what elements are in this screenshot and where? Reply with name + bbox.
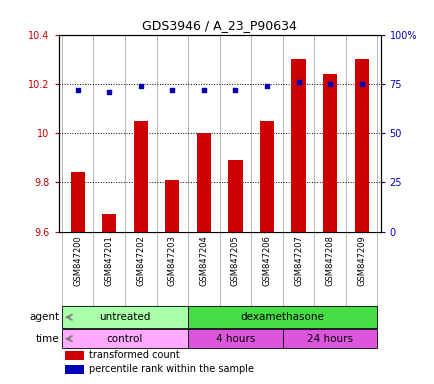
Bar — [65, 351, 84, 360]
Text: transformed count: transformed count — [89, 350, 180, 360]
Text: GSM847204: GSM847204 — [199, 235, 208, 286]
Bar — [70, 172, 85, 232]
Text: 4 hours: 4 hours — [215, 334, 255, 344]
Point — [200, 87, 207, 93]
Title: GDS3946 / A_23_P90634: GDS3946 / A_23_P90634 — [142, 19, 296, 32]
Point — [137, 83, 144, 89]
Point — [231, 87, 238, 93]
Bar — [65, 365, 84, 374]
Point — [168, 87, 175, 93]
Bar — [228, 160, 242, 232]
Text: 24 hours: 24 hours — [306, 334, 352, 344]
Text: GSM847200: GSM847200 — [73, 235, 82, 286]
Text: untreated: untreated — [99, 312, 150, 322]
Text: GSM847209: GSM847209 — [356, 235, 365, 286]
Bar — [187, 306, 377, 328]
Text: GSM847201: GSM847201 — [105, 235, 113, 286]
Point — [263, 83, 270, 89]
Text: control: control — [107, 334, 143, 344]
Text: dexamethasone: dexamethasone — [240, 312, 324, 322]
Bar — [133, 121, 148, 232]
Bar — [322, 74, 336, 232]
Point — [326, 81, 333, 87]
Text: time: time — [36, 334, 59, 344]
Text: GSM847207: GSM847207 — [293, 235, 302, 286]
Point — [74, 87, 81, 93]
Bar — [196, 133, 210, 232]
Text: GSM847206: GSM847206 — [262, 235, 271, 286]
Point — [105, 89, 112, 95]
Point — [294, 79, 301, 85]
Bar — [260, 121, 273, 232]
Text: GSM847205: GSM847205 — [230, 235, 240, 286]
Bar — [187, 329, 282, 348]
Bar — [62, 329, 187, 348]
Bar — [354, 59, 368, 232]
Text: percentile rank within the sample: percentile rank within the sample — [89, 364, 254, 374]
Bar — [165, 180, 179, 232]
Bar — [282, 329, 377, 348]
Bar — [291, 59, 305, 232]
Text: GSM847203: GSM847203 — [168, 235, 177, 286]
Point — [357, 81, 364, 87]
Text: agent: agent — [29, 312, 59, 322]
Bar — [102, 214, 116, 232]
Text: GSM847202: GSM847202 — [136, 235, 145, 286]
Text: GSM847208: GSM847208 — [325, 235, 334, 286]
Bar — [62, 306, 187, 328]
